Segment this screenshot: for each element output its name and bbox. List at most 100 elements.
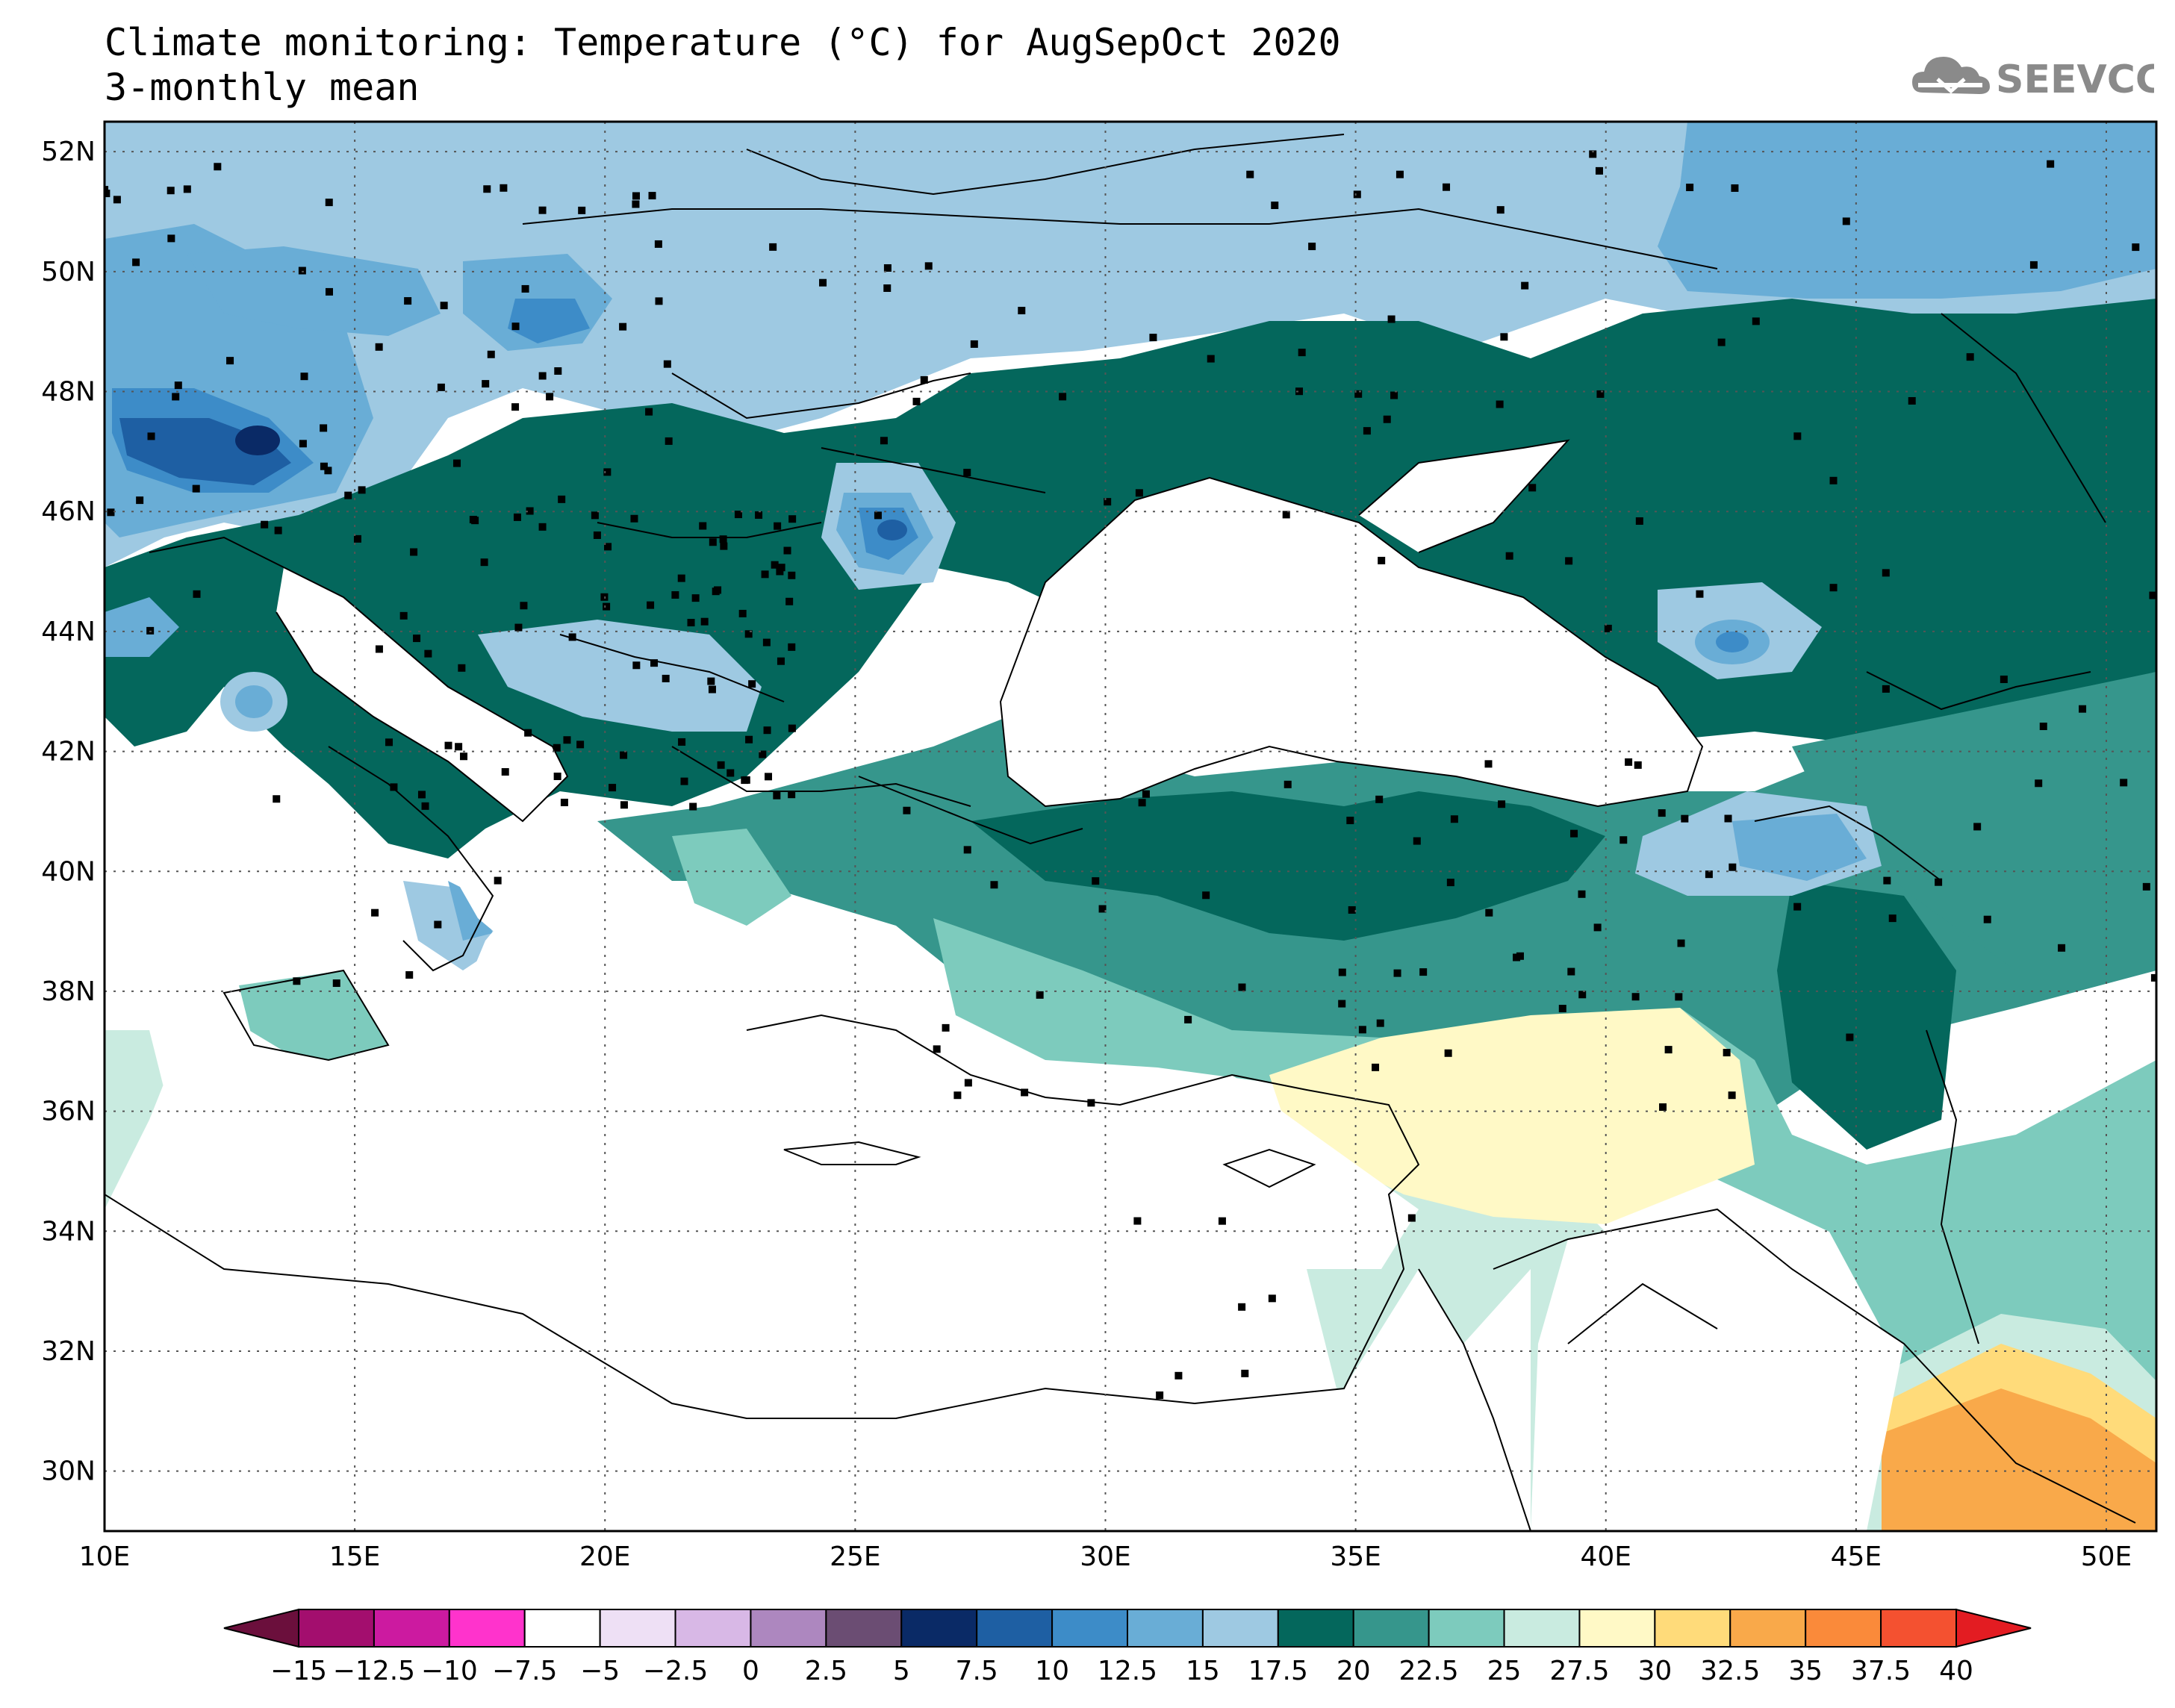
colorbar-label: −12.5 xyxy=(333,1656,415,1686)
x-tick-label: 20E xyxy=(579,1542,631,1572)
station-marker xyxy=(1500,333,1508,341)
station-marker xyxy=(1593,923,1602,932)
station-marker xyxy=(744,630,753,638)
station-marker xyxy=(883,264,892,272)
colorbar-label: 30 xyxy=(1637,1656,1672,1686)
station-marker xyxy=(511,322,520,331)
station-marker xyxy=(172,393,180,401)
colorbar-label: 35 xyxy=(1788,1656,1823,1686)
x-tick-label: 40E xyxy=(1580,1542,1631,1572)
station-marker xyxy=(1087,1099,1095,1107)
zone-12-15-ne xyxy=(1658,122,2156,299)
station-marker xyxy=(320,424,328,432)
station-marker xyxy=(1133,1217,1142,1225)
station-marker xyxy=(687,619,695,627)
station-marker xyxy=(501,767,509,776)
station-marker xyxy=(933,1045,941,1053)
station-marker xyxy=(1888,914,1896,923)
station-marker xyxy=(1375,795,1384,803)
station-marker xyxy=(299,440,307,448)
station-marker xyxy=(942,1023,950,1032)
colorbar-label: 27.5 xyxy=(1549,1656,1609,1686)
station-marker xyxy=(1842,217,1850,225)
station-marker xyxy=(2149,591,2156,599)
colorbar-label: 40 xyxy=(1939,1656,1973,1686)
station-marker xyxy=(632,192,640,200)
map-frame xyxy=(103,120,2158,1533)
station-marker xyxy=(132,258,140,267)
station-marker xyxy=(591,511,599,520)
station-marker xyxy=(193,590,201,598)
colorbar-max-arrow xyxy=(1955,1608,2032,1648)
station-marker xyxy=(558,495,566,503)
station-marker xyxy=(708,685,716,694)
temperature-field xyxy=(105,122,2156,1531)
map-subtitle: 3-monthly mean xyxy=(105,66,420,109)
station-marker xyxy=(1793,432,1802,440)
station-marker xyxy=(413,635,421,643)
colorbar-swatch xyxy=(1805,1609,1882,1648)
colorbar-label: −5 xyxy=(580,1656,620,1686)
station-marker xyxy=(1731,184,1739,192)
station-marker xyxy=(1241,1369,1249,1377)
station-marker xyxy=(1659,1103,1667,1112)
colorbar-label: 5 xyxy=(893,1656,910,1686)
station-marker xyxy=(444,741,452,749)
station-marker xyxy=(748,680,756,688)
station-marker xyxy=(963,468,971,476)
station-marker xyxy=(774,522,782,530)
station-marker xyxy=(1908,396,1916,405)
x-tick-label: 10E xyxy=(79,1542,131,1572)
station-marker xyxy=(883,284,892,292)
station-marker xyxy=(1393,969,1401,977)
x-tick-label: 30E xyxy=(1080,1542,1131,1572)
station-marker xyxy=(1565,557,1573,565)
y-tick-label: 48N xyxy=(41,377,96,408)
y-tick-label: 32N xyxy=(41,1336,96,1367)
y-tick-label: 44N xyxy=(41,617,96,647)
station-marker xyxy=(880,437,888,445)
station-marker xyxy=(1983,915,1991,923)
station-marker xyxy=(113,196,121,204)
station-marker xyxy=(1407,1214,1416,1222)
station-marker xyxy=(300,373,308,381)
station-marker xyxy=(609,784,617,792)
station-marker xyxy=(1570,829,1578,838)
y-tick-label: 50N xyxy=(41,257,96,287)
colorbar-swatch xyxy=(1578,1609,1656,1648)
station-marker xyxy=(1353,190,1361,199)
colorbar-swatch xyxy=(1880,1609,1957,1648)
station-marker xyxy=(603,602,611,611)
station-marker xyxy=(1793,903,1802,911)
station-marker xyxy=(1372,1063,1380,1071)
station-marker xyxy=(650,659,659,667)
logo-text: SEEVCCC xyxy=(1996,57,2154,102)
station-marker xyxy=(663,360,671,368)
station-marker xyxy=(970,340,978,348)
station-marker xyxy=(1728,1091,1736,1100)
station-marker xyxy=(1376,1019,1384,1027)
station-marker xyxy=(2079,705,2087,713)
station-marker xyxy=(788,643,796,651)
station-marker xyxy=(720,542,728,550)
station-marker xyxy=(1268,1294,1276,1303)
station-marker xyxy=(777,657,785,665)
station-marker xyxy=(689,802,697,811)
zone-15-17 xyxy=(105,122,2156,567)
station-marker xyxy=(819,278,827,287)
colorbar-swatch xyxy=(1127,1609,1204,1648)
station-marker xyxy=(1444,1049,1452,1057)
station-marker xyxy=(604,543,612,551)
colorbar-label: 12.5 xyxy=(1098,1656,1157,1686)
station-marker xyxy=(399,611,408,620)
station-marker xyxy=(494,876,502,885)
colorbar-label: 20 xyxy=(1337,1656,1371,1686)
station-markers xyxy=(105,150,2156,1399)
station-marker xyxy=(293,977,301,985)
station-marker xyxy=(1675,993,1683,1001)
station-marker xyxy=(1883,876,1891,885)
x-axis-ticks: 10E 15E 20E 25E 30E 35E 40E 45E 50E xyxy=(79,1542,2132,1572)
station-marker xyxy=(742,776,750,784)
station-marker xyxy=(700,617,709,626)
station-marker xyxy=(1202,891,1210,900)
